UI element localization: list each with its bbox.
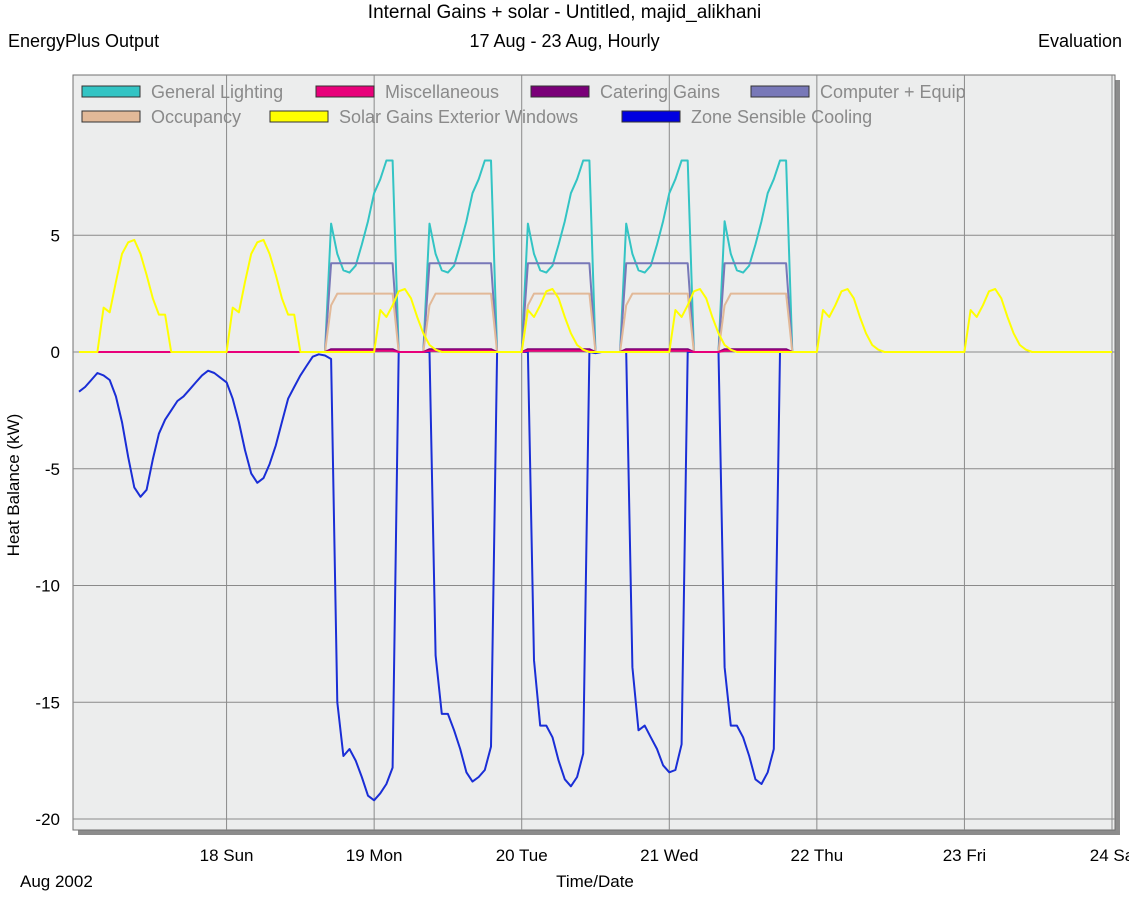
x-tick-label: 18 Sun bbox=[200, 846, 254, 865]
legend-label: General Lighting bbox=[151, 82, 283, 102]
x-tick-label: 23 Fri bbox=[943, 846, 986, 865]
legend-swatch bbox=[315, 85, 375, 98]
y-tick-label: -15 bbox=[35, 693, 60, 712]
x-tick-label: 21 Wed bbox=[640, 846, 698, 865]
x-tick-label: 19 Mon bbox=[346, 846, 403, 865]
output-source-label: EnergyPlus Output bbox=[8, 31, 160, 51]
series-line-1 bbox=[78, 351, 817, 802]
plot-area bbox=[72, 74, 1116, 831]
y-tick-label: 0 bbox=[51, 343, 60, 362]
legend-swatch bbox=[530, 85, 590, 98]
y-tick-label: 5 bbox=[51, 226, 60, 245]
series-line-6 bbox=[79, 349, 817, 353]
legend-swatch bbox=[81, 110, 141, 123]
y-tick-label: -20 bbox=[35, 810, 60, 829]
x-tick-label: 22 Thu bbox=[791, 846, 844, 865]
series-line-7 bbox=[79, 238, 1112, 353]
legend-label: Miscellaneous bbox=[385, 82, 499, 102]
x-axis-label: Time/Date bbox=[556, 872, 634, 891]
legend-label: Solar Gains Exterior Windows bbox=[339, 107, 578, 127]
y-axis-label: Heat Balance (kW) bbox=[4, 414, 23, 557]
x-origin-label: Aug 2002 bbox=[20, 872, 93, 891]
legend-swatch bbox=[81, 85, 141, 98]
legend-swatch bbox=[269, 110, 329, 123]
legend-swatch bbox=[750, 85, 810, 98]
x-tick-label: 24 Sa bbox=[1090, 846, 1129, 865]
evaluation-label: Evaluation bbox=[1037, 31, 1122, 51]
date-range-label: 17 Aug - 23 Aug, Hourly bbox=[469, 31, 660, 51]
legend-label: Zone Sensible Cooling bbox=[691, 107, 872, 127]
chart-title: Internal Gains + solar - Untitled, majid… bbox=[367, 2, 762, 23]
y-tick-label: -5 bbox=[45, 460, 60, 479]
legend-swatch bbox=[621, 110, 681, 123]
series-line-4 bbox=[79, 292, 817, 353]
y-tick-label: -10 bbox=[35, 577, 60, 596]
legend-label: Occupancy bbox=[151, 107, 241, 127]
legend-label: Computer + Equip bbox=[820, 82, 966, 102]
x-tick-label: 20 Tue bbox=[496, 846, 548, 865]
legend-label: Catering Gains bbox=[600, 82, 720, 102]
series-line-2 bbox=[79, 159, 817, 353]
series-line-3 bbox=[79, 262, 817, 353]
